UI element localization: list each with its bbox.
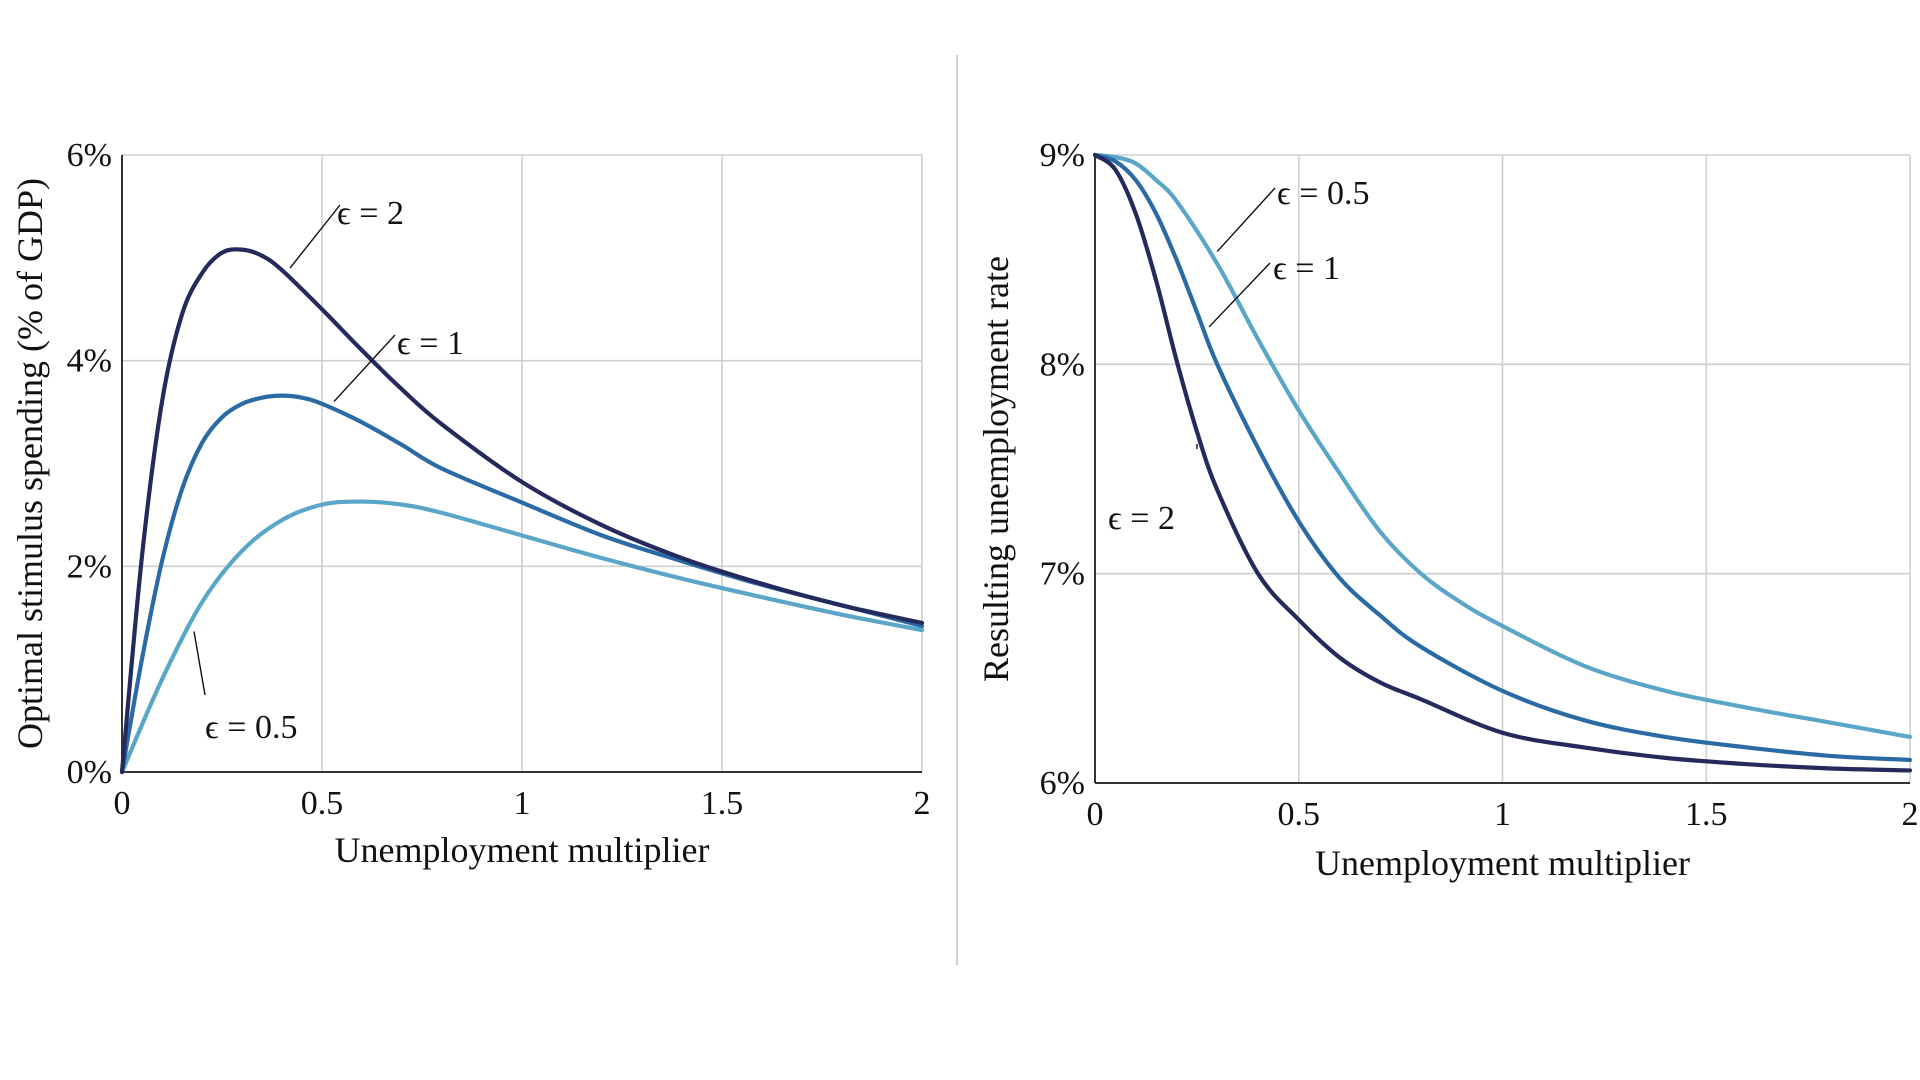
- annotation-leader: [193, 631, 206, 696]
- series-annotation-label: ϵ = 2: [337, 195, 404, 232]
- x-tick-label: 2: [914, 785, 931, 822]
- annotation-leader: [1216, 187, 1276, 253]
- series-annotation-label: ϵ = 1: [397, 325, 464, 362]
- y-tick-label: 0%: [67, 754, 112, 791]
- x-tick-label: 0.5: [1278, 796, 1321, 833]
- annotation-leader: [1208, 262, 1271, 328]
- x-tick-label: 2: [1902, 796, 1919, 833]
- series-line: [119, 247, 925, 775]
- y-axis-title: Resulting unemployment rate: [976, 256, 1016, 682]
- series-annotation-label: ϵ = 1: [1273, 250, 1340, 287]
- y-tick-label: 2%: [67, 548, 112, 585]
- chart-optimal-stimulus: 0 0.5 1 1.5 2 0% 2% 4% 6% Unemployment multiplier…: [10, 137, 931, 870]
- x-tick-label: 1: [1494, 796, 1511, 833]
- series-line: [1092, 152, 1913, 763]
- series-line: [119, 393, 925, 775]
- y-tick-label: 4%: [67, 343, 112, 380]
- series-annotation-label: ϵ = 2: [1108, 500, 1175, 537]
- series-annotation-label: ϵ = 0.5: [205, 709, 297, 746]
- annotation-leader: [333, 334, 396, 403]
- y-axis-title: Optimal stimulus spending (% of GDP): [10, 178, 50, 749]
- series-line: [119, 499, 925, 775]
- chart-unemployment-rate: 0 0.5 1 1.5 2 6% 7% 8% 9% Unemployment multiplier…: [976, 137, 1919, 883]
- y-tick-label: 6%: [67, 137, 112, 174]
- y-tick-label: 9%: [1040, 137, 1085, 174]
- x-tick-label: 0: [1087, 796, 1104, 833]
- x-tick-label: 0.5: [301, 785, 344, 822]
- y-tick-label: 7%: [1040, 556, 1085, 593]
- x-tick-label: 1: [514, 785, 531, 822]
- x-axis-title: Unemployment multiplier: [335, 830, 710, 870]
- x-tick-label: 0: [114, 785, 131, 822]
- x-tick-label: 1.5: [1685, 796, 1728, 833]
- x-axis-title: Unemployment multiplier: [1315, 843, 1690, 883]
- series-annotation-label: ϵ = 0.5: [1277, 175, 1369, 212]
- series-line: [1092, 152, 1913, 740]
- y-tick-label: 8%: [1040, 346, 1085, 383]
- y-tick-label: 6%: [1040, 765, 1085, 802]
- series-line: [1092, 152, 1913, 773]
- x-tick-label: 1.5: [701, 785, 744, 822]
- annotation-leader: [289, 204, 341, 269]
